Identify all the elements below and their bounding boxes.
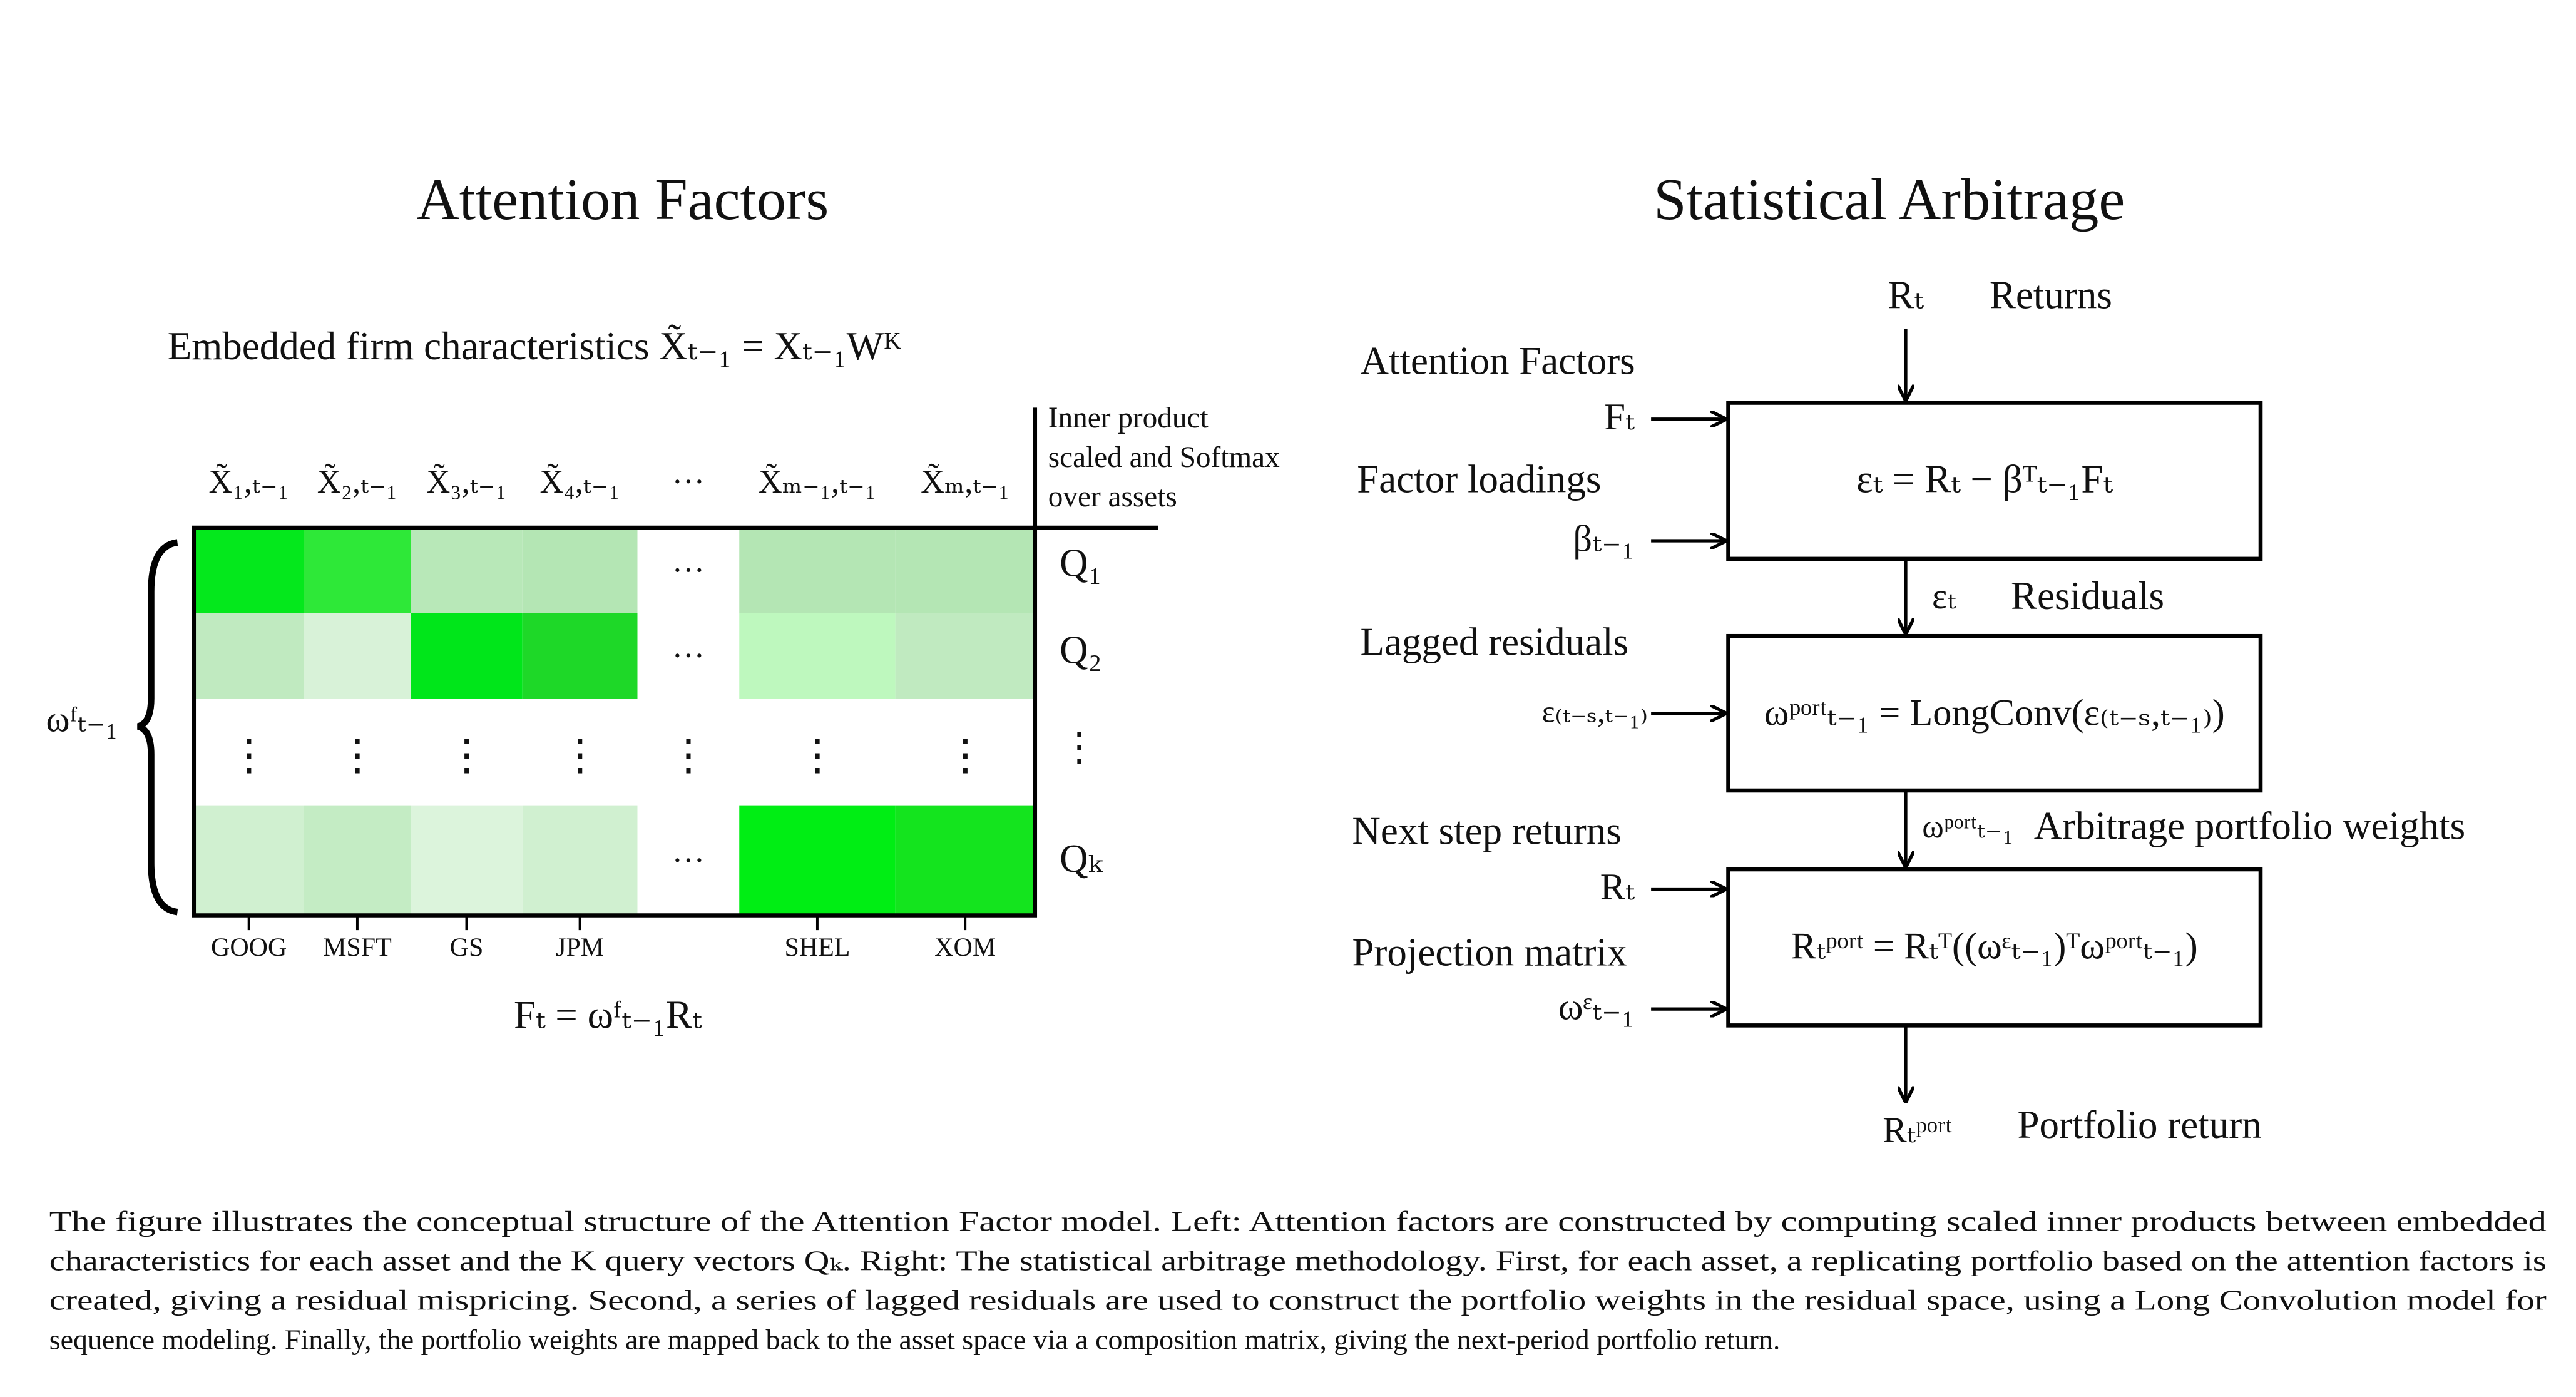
heatmap-cell: [193, 805, 304, 916]
box-formula: ωᵖᵒʳᵗₜ₋₁ = LongConv(ε₍ₜ₋ₛ,ₜ₋₁₎): [1764, 692, 2225, 734]
caption-line: The figure illustrates the conceptual st…: [49, 1205, 2547, 1237]
input-label: Lagged residuals: [1361, 620, 1629, 663]
input-label: Returns: [1990, 274, 2112, 317]
heatmap-cell: [411, 613, 523, 698]
attention-factors-panel: Attention Factors Embedded firm characte…: [46, 167, 1280, 1036]
box: [1726, 867, 2263, 1028]
box-formula: εₜ = Rₜ − βᵀₜ₋₁Fₜ: [1856, 458, 2113, 501]
panel-title: Attention Factors: [416, 167, 829, 232]
input-symbol: βₜ₋₁: [1573, 518, 1635, 560]
heatmap-cell: [411, 805, 523, 916]
input-label: Attention Factors: [1361, 339, 1635, 383]
column-header: X̃₂,ₜ₋₁: [317, 463, 397, 499]
statistical-arbitrage-panel: Statistical Arbitrage Rₜ Returns εₜ = Rₜ…: [1352, 167, 2465, 1150]
heatmap-cell: [411, 528, 523, 613]
heatmap-cell: [739, 613, 896, 698]
input-symbol: ωᵋₜ₋₁: [1558, 986, 1635, 1028]
heatmap-cell: [193, 528, 304, 613]
vertical-dots: ⋮: [336, 731, 379, 779]
asset-label: SHEL: [784, 933, 850, 962]
column-header: X̃₃,ₜ₋₁: [426, 463, 506, 499]
caption: The figure illustrates the conceptual st…: [49, 1205, 2547, 1356]
link-symbol: ωᵖᵒʳᵗₜ₋₁: [1922, 809, 2013, 845]
heatmap-cell: [739, 528, 896, 613]
panel-title: Statistical Arbitrage: [1653, 167, 2125, 232]
asset-label: GOOG: [211, 933, 287, 962]
heatmap-cell: [522, 613, 638, 698]
vertical-dots: ⋮: [445, 731, 488, 779]
vertical-dots: ⋮: [796, 731, 839, 779]
vertical-dots: ⋮: [559, 731, 601, 779]
link-symbol: Rₜᵖᵒʳᵗ: [1883, 1111, 1952, 1150]
asset-label: JPM: [556, 933, 604, 962]
caption-line: created, giving a residual mispricing. S…: [49, 1284, 2547, 1316]
heatmap-cell: [637, 528, 740, 613]
vertical-dots: ⋮: [667, 731, 710, 779]
box: [1726, 401, 2263, 561]
heatmap-cell: [895, 805, 1035, 916]
brace-label: ωᶠₜ₋₁: [46, 700, 118, 740]
caption-line: characteristics for each asset and the K…: [49, 1245, 2547, 1277]
input-symbol: Rₜ: [1888, 274, 1924, 317]
input-symbol: Fₜ: [1604, 396, 1635, 438]
query-label: Qₖ: [1060, 837, 1103, 881]
box: [1726, 633, 2263, 793]
query-label: Q₂: [1060, 628, 1101, 672]
heatmap-cell: [739, 805, 896, 916]
heatmap-cell: [304, 805, 411, 916]
asset-label: MSFT: [323, 933, 392, 962]
formula: Fₜ = ωᶠₜ₋₁Rₜ: [514, 993, 702, 1036]
link-symbol: εₜ: [1932, 577, 1956, 617]
heatmap-cell: [304, 613, 411, 698]
link-label: Portfolio return: [2018, 1103, 2262, 1147]
column-header: ···: [672, 464, 705, 500]
vertical-dots: ⋮: [944, 731, 986, 779]
ellipsis: ···: [672, 638, 705, 674]
side-note: scaled and Softmax: [1048, 441, 1280, 474]
link-label: Residuals: [2011, 574, 2164, 618]
heatmap-cell: [895, 528, 1035, 613]
query-label: Q₁: [1060, 541, 1101, 585]
input-label: Next step returns: [1352, 809, 1621, 852]
side-note: Inner product: [1048, 402, 1209, 434]
asset-label: GS: [450, 933, 484, 962]
column-header: X̃ₘ₋₁,ₜ₋₁: [759, 463, 876, 499]
input-symbol: ε₍ₜ₋ₛ,ₜ₋₁₎: [1542, 695, 1648, 729]
heatmap-frame: [192, 407, 1158, 918]
caption-line: sequence modeling. Finally, the portfoli…: [49, 1324, 1781, 1356]
heatmap-cell: [304, 528, 411, 613]
input-label: Projection matrix: [1352, 931, 1627, 975]
input-label: Factor loadings: [1357, 458, 1601, 501]
ellipsis: ···: [672, 842, 705, 879]
asset-label: XOM: [934, 933, 996, 962]
heatmap: ··· ··· ··· X̃₁,ₜ₋₁ ⋮ X̃₂,ₜ₋₁ ⋮ X̃₃,ₜ₋₁ ⋮ X̃₄,ₜ₋₁…: [193, 463, 1104, 962]
input-symbol: Rₜ: [1600, 866, 1635, 908]
heatmap-cell: [522, 805, 638, 916]
heatmap-cell: [193, 613, 304, 698]
column-header: X̃ₘ,ₜ₋₁: [921, 463, 1009, 499]
vertical-dots: ⋮: [228, 731, 270, 779]
column-header: X̃₁,ₜ₋₁: [209, 463, 289, 499]
embed-label: Embedded firm characteristics X̃ₜ₋₁ = Xₜ…: [168, 324, 902, 368]
link-label: Arbitrage portfolio weights: [2034, 804, 2465, 847]
brace: [136, 539, 178, 916]
heatmap-cell: [895, 613, 1035, 698]
side-note: over assets: [1048, 481, 1177, 513]
heatmap-cell: [637, 613, 740, 698]
ellipsis: ···: [672, 553, 705, 589]
heatmap-cell: [522, 528, 638, 613]
column-header: X̃₄,ₜ₋₁: [539, 463, 620, 499]
box-formula: Rₜᵖᵒʳᵗ = Rₜᵀ((ωᵋₜ₋₁)ᵀωᵖᵒʳᵗₜ₋₁): [1791, 925, 2198, 967]
query-label: ⋮: [1060, 725, 1099, 769]
heatmap-cell: [637, 805, 740, 916]
